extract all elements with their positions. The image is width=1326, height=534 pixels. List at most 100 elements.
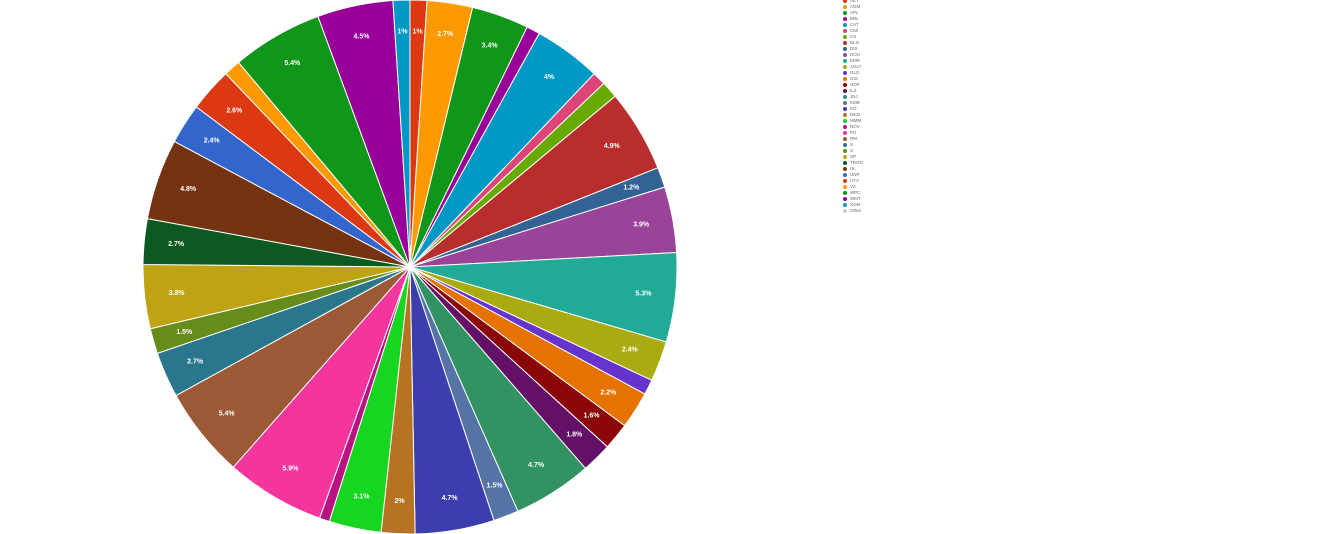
legend-item[interactable]: KMB: [843, 100, 863, 106]
legend-swatch: [843, 58, 847, 63]
legend-item[interactable]: GLG: [843, 70, 863, 76]
legend-label: WPC: [850, 190, 861, 195]
slice-value-label: 3.9%: [633, 222, 650, 229]
legend-item[interactable]: VZ: [843, 184, 863, 190]
legend-item[interactable]: CS: [843, 34, 863, 40]
legend-item[interactable]: CAT: [843, 22, 863, 28]
legend-swatch: [843, 0, 847, 3]
legend-item[interactable]: CMI: [843, 28, 863, 34]
legend-label: ILZ: [850, 88, 857, 93]
legend-swatch: [843, 202, 847, 207]
legend-swatch: [843, 46, 847, 51]
legend-swatch: [843, 16, 847, 21]
legend-item[interactable]: JNJ: [843, 94, 863, 100]
legend-item[interactable]: HOP: [843, 82, 863, 88]
legend-swatch: [843, 148, 847, 153]
chart-legend: AET AGM APL BRL CAT CMI CS DLG DIS DOU EMR AGLT GLG G…: [843, 0, 863, 214]
legend-label: CMI: [850, 28, 859, 33]
legend-item[interactable]: NOV: [843, 124, 863, 130]
slice-value-label: 4.7%: [442, 495, 459, 502]
legend-item[interactable]: MMM: [843, 118, 863, 124]
slice-value-label: 1.5%: [487, 483, 504, 490]
legend-label: SP: [850, 154, 857, 159]
legend-label: GIS: [850, 76, 858, 81]
legend-label: S: [850, 148, 854, 153]
legend-label: S: [850, 142, 854, 147]
legend-swatch: [843, 166, 847, 171]
legend-label: AGLT: [850, 64, 862, 69]
legend-label: CAT: [850, 22, 859, 27]
slice-value-label: 1.5%: [176, 329, 193, 336]
legend-item[interactable]: KO: [843, 106, 863, 112]
legend-label: NOV: [850, 124, 860, 129]
legend-label: DLG: [850, 40, 860, 45]
slice-value-label: 2.7%: [168, 241, 185, 248]
legend-swatch: [843, 82, 847, 87]
slice-value-label: 3.8%: [169, 290, 186, 297]
legend-item[interactable]: TRGN: [843, 160, 863, 166]
legend-item[interactable]: RM: [843, 136, 863, 142]
slice-value-label: 4.9%: [604, 143, 621, 150]
legend-swatch: [843, 52, 847, 57]
legend-swatch: [843, 130, 847, 135]
legend-item[interactable]: XOM: [843, 202, 863, 208]
legend-item[interactable]: AGM: [843, 4, 863, 10]
legend-item[interactable]: AGLT: [843, 64, 863, 70]
legend-swatch: [843, 184, 847, 189]
legend-item[interactable]: PG: [843, 130, 863, 136]
legend-item[interactable]: UL: [843, 166, 863, 172]
slice-value-label: 5.9%: [282, 466, 299, 473]
slice-value-label: 1.2%: [623, 185, 640, 192]
slice-value-label: 1%: [412, 29, 423, 36]
legend-swatch: [843, 142, 847, 147]
legend-item[interactable]: DIS: [843, 46, 863, 52]
slice-value-label: 2.6%: [226, 108, 243, 115]
pie-slice-xom-34[interactable]: [392, 0, 411, 268]
legend-item[interactable]: UTX: [843, 178, 863, 184]
legend-item[interactable]: DOU: [843, 52, 863, 58]
legend-item[interactable]: WPC: [843, 190, 863, 196]
legend-swatch: [843, 40, 847, 45]
legend-item[interactable]: MCD: [843, 112, 863, 118]
slice-value-label: 5.3%: [635, 291, 652, 298]
legend-swatch: [843, 154, 847, 159]
legend-label: MMM: [850, 118, 862, 123]
legend-label: APL: [850, 10, 859, 15]
legend-item[interactable]: Other: [843, 208, 863, 214]
legend-label: RM: [850, 136, 857, 141]
legend-swatch: [843, 172, 847, 177]
slice-value-label: 3.1%: [354, 493, 371, 500]
legend-label: WMT: [850, 196, 861, 201]
legend-swatch: [843, 88, 847, 93]
legend-item[interactable]: DLG: [843, 40, 863, 46]
legend-item[interactable]: EMR: [843, 58, 863, 64]
legend-label: TRGN: [850, 160, 863, 165]
legend-swatch: [843, 64, 847, 69]
legend-item[interactable]: S: [843, 142, 863, 148]
legend-swatch: [843, 10, 847, 15]
legend-item[interactable]: S: [843, 148, 863, 154]
legend-item[interactable]: SP: [843, 154, 863, 160]
pie-slices: [142, 0, 678, 534]
legend-swatch: [843, 70, 847, 75]
legend-label: UL: [850, 166, 856, 171]
legend-item[interactable]: UNP: [843, 172, 863, 178]
legend-swatch: [843, 178, 847, 183]
legend-item[interactable]: WMT: [843, 196, 863, 202]
legend-item[interactable]: AET: [843, 0, 863, 4]
legend-item[interactable]: BRL: [843, 16, 863, 22]
legend-item[interactable]: APL: [843, 10, 863, 16]
legend-label: UNP: [850, 172, 860, 177]
slice-value-label: 5.4%: [284, 60, 301, 67]
legend-item[interactable]: ILZ: [843, 88, 863, 94]
legend-item[interactable]: GIS: [843, 76, 863, 82]
legend-swatch: [843, 136, 847, 141]
legend-swatch: [843, 100, 847, 105]
legend-label: KO: [850, 106, 857, 111]
legend-swatch: [843, 208, 847, 213]
slice-value-label: 3.4%: [482, 42, 499, 49]
legend-label: XOM: [850, 202, 861, 207]
legend-label: UTX: [850, 178, 859, 183]
